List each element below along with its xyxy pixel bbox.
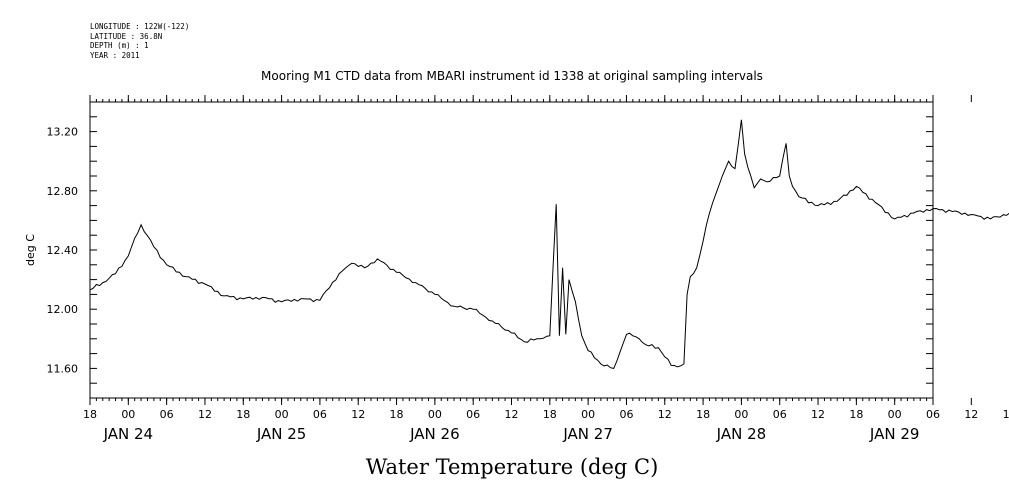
- x-tick-label: 12: [351, 408, 365, 421]
- axis-ticks: [89, 95, 972, 405]
- x-tick-label: 12: [964, 408, 978, 421]
- y-tick-label: 12.80: [47, 185, 79, 198]
- y-tick-label: 11.60: [47, 362, 79, 375]
- plot-frame: [89, 101, 934, 399]
- x-tick-label: 18: [390, 408, 404, 421]
- x-tick-label: 12: [505, 408, 519, 421]
- x-tick-label: 06: [160, 408, 174, 421]
- x-tick-label: 00: [734, 408, 748, 421]
- x-tick-label: 00: [581, 408, 595, 421]
- date-label: JAN 26: [409, 425, 460, 443]
- x-tick-label: 06: [466, 408, 480, 421]
- x-axis-label: Water Temperature (deg C): [366, 455, 659, 479]
- x-tick-label: 00: [428, 408, 442, 421]
- longitude-label: LONGITUDE : 122W(-122): [90, 22, 190, 31]
- x-tick-label: 18: [849, 408, 863, 421]
- x-tick-label: 06: [926, 408, 940, 421]
- y-tick-label: 13.20: [47, 126, 79, 139]
- x-tick-label: 06: [619, 408, 633, 421]
- x-tick-label: 12: [198, 408, 212, 421]
- date-label: JAN 29: [869, 425, 920, 443]
- depth-label: DEPTH (m) : 1: [90, 41, 149, 50]
- date-label: JAN 25: [256, 425, 307, 443]
- x-tick-label: 00: [275, 408, 289, 421]
- date-label: JAN 24: [103, 425, 154, 443]
- latitude-label: LATITUDE : 36.8N: [90, 31, 163, 41]
- y-axis-label: deg C: [24, 234, 37, 266]
- x-tick-label: 12: [658, 408, 672, 421]
- y-tick-label: 12.40: [47, 244, 79, 257]
- date-label: JAN 27: [562, 425, 613, 443]
- x-tick-label: 18: [543, 408, 557, 421]
- chart-title: Mooring M1 CTD data from MBARI instrumen…: [261, 69, 763, 83]
- x-tick-label: 12: [811, 408, 825, 421]
- x-tick-label: 18: [1003, 408, 1009, 421]
- y-tick-label: 12.00: [47, 303, 79, 316]
- x-tick-label: 06: [313, 408, 327, 421]
- x-tick-label: 00: [888, 408, 902, 421]
- x-tick-label: 18: [236, 408, 250, 421]
- date-label: JAN 28: [716, 425, 767, 443]
- x-tick-label: 06: [773, 408, 787, 421]
- year-label: YEAR : 2011: [90, 50, 140, 60]
- x-tick-label: 00: [121, 408, 135, 421]
- x-tick-label: 18: [83, 408, 97, 421]
- series-line: [89, 119, 1009, 369]
- x-tick-label: 18: [696, 408, 710, 421]
- tick-labels: 18 00 06 12 18 00 06 12 18 00 06 12 18 00 06 12 18 00 06 12…: [47, 126, 1009, 443]
